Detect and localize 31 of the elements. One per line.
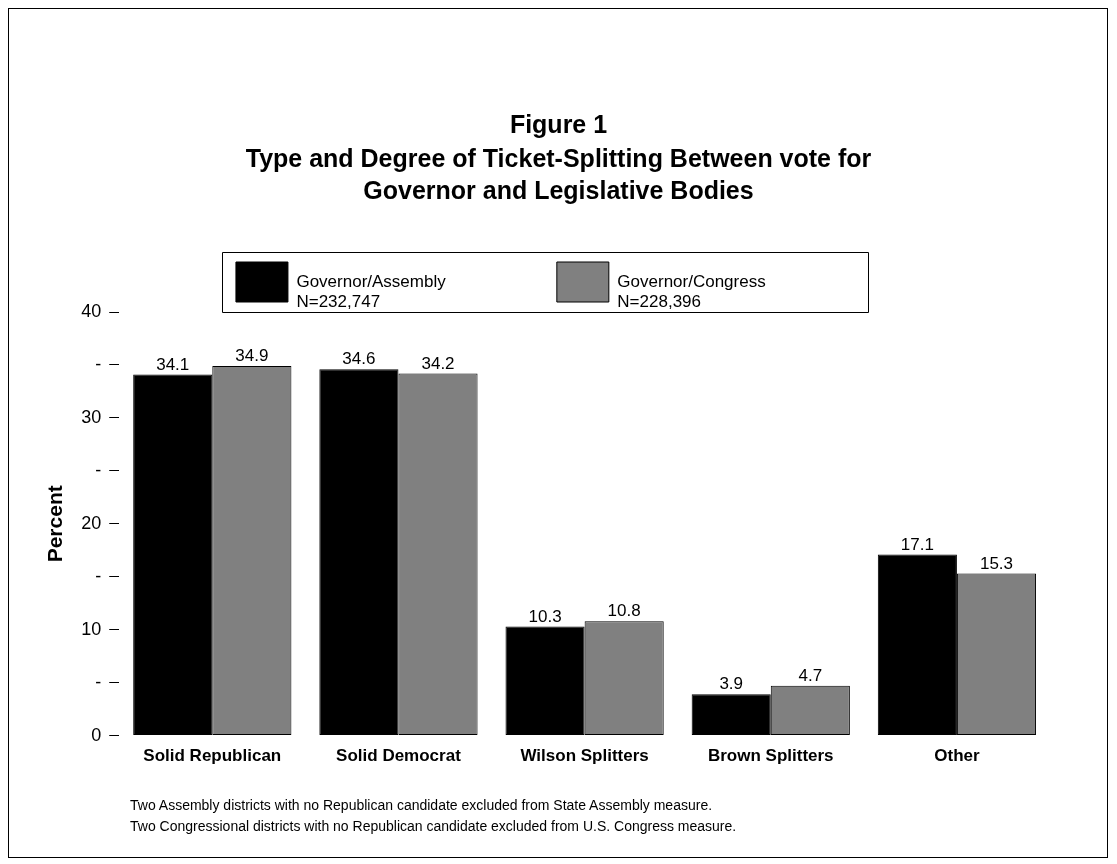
data-label: 3.9 [719,674,744,694]
legend-label: Governor/Assembly N=232,747 [296,271,447,312]
data-label: 34.2 [421,353,455,373]
y-tick-label: 30 [81,406,102,427]
y-tick-label: 0 [91,724,102,745]
y-tick-label: 20 [81,512,102,533]
y-tick-label: - [95,671,102,692]
text: Two Congressional districts with no Republican candidate excluded from U.S. Congress measure. [130,817,737,836]
data-label: 34.1 [156,354,190,374]
y-tick-label: 10 [81,618,102,639]
data-label: 15.3 [979,553,1014,573]
y-axis-title: Percent [43,485,67,563]
text: Two Assembly districts with no Republican candidate excluded from State Assembly measure. [130,796,714,815]
y-tick-label: - [95,353,102,374]
data-label: 10.3 [528,606,562,626]
x-tick-label: Other [934,746,980,766]
x-tick-label: Brown Splitters [707,746,834,766]
x-tick-label: Solid Democrat [336,746,462,766]
data-label: 17.1 [900,534,934,554]
chart-title: Figure 1 [508,110,609,139]
data-label: 4.7 [798,666,823,686]
y-tick-label: - [95,459,102,480]
legend-label: Governor/Congress N=228,396 [617,271,766,312]
x-tick-label: Wilson Splitters [520,746,649,766]
data-label: 34.6 [342,349,376,369]
x-tick-label: Solid Republican [143,746,282,766]
y-tick-label: 40 [81,300,102,321]
data-label: 10.8 [607,601,641,621]
chart-subtitle: Type and Degree of Ticket-Splitting Between vote for Governor and Legislative Bodies [244,143,873,206]
data-label: 34.9 [235,346,269,366]
y-tick-label: - [95,565,102,586]
